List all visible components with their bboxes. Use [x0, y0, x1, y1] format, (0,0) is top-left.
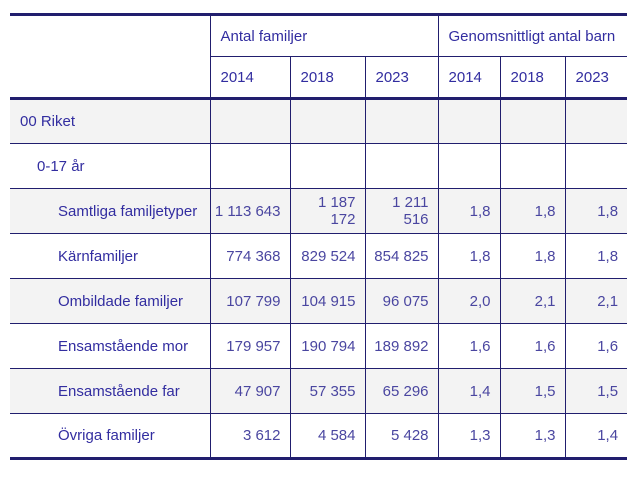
value-cell: 1,4 — [564, 413, 628, 459]
value-cell: 47 907 — [209, 368, 290, 414]
value-cell: 1,8 — [564, 188, 628, 234]
table-row-karnfamiljer: Kärnfamiljer 774 368 829 524 854 825 1,8… — [10, 233, 628, 279]
value-cell: 1 113 643 — [209, 188, 290, 234]
value-cell: 829 524 — [289, 233, 365, 279]
value-cell — [499, 98, 566, 144]
row-label: Samtliga familjetyper — [10, 188, 210, 234]
row-label: Ombildade familjer — [10, 278, 210, 324]
value-cell: 65 296 — [364, 368, 439, 414]
table-row-ovriga-familjer: Övriga familjer 3 612 4 584 5 428 1,3 1,… — [10, 413, 628, 459]
row-label: Övriga familjer — [10, 413, 210, 459]
value-cell: 57 355 — [289, 368, 365, 414]
table-row-riket: 00 Riket — [10, 98, 628, 144]
value-cell — [564, 143, 628, 189]
row-label: Ensamstående mor — [10, 323, 210, 369]
table-row-ombildade-familjer: Ombildade familjer 107 799 104 915 96 07… — [10, 278, 628, 324]
value-cell — [209, 98, 290, 144]
col-group-antal-familjer: Antal familjer — [209, 14, 439, 57]
value-cell: 1,8 — [564, 233, 628, 279]
value-cell — [364, 143, 439, 189]
value-cell: 1,3 — [437, 413, 501, 459]
value-cell: 179 957 — [209, 323, 290, 369]
value-cell: 189 892 — [364, 323, 439, 369]
value-cell: 1,5 — [499, 368, 566, 414]
value-cell: 1,8 — [499, 188, 566, 234]
year-header-children-2023: 2023 — [564, 56, 628, 100]
value-cell: 96 075 — [364, 278, 439, 324]
table-row-ensamstaende-far: Ensamstående far 47 907 57 355 65 296 1,… — [10, 368, 628, 414]
value-cell: 1,6 — [499, 323, 566, 369]
value-cell — [209, 143, 290, 189]
value-cell: 1 211 516 — [364, 188, 439, 234]
value-cell: 854 825 — [364, 233, 439, 279]
value-cell: 1,8 — [437, 188, 501, 234]
value-cell: 1,6 — [437, 323, 501, 369]
value-cell: 3 612 — [209, 413, 290, 459]
row-label: 00 Riket — [20, 113, 76, 130]
value-cell: 1,8 — [499, 233, 566, 279]
value-cell — [437, 143, 501, 189]
value-cell: 104 915 — [289, 278, 365, 324]
row-label: 0-17 år — [10, 143, 210, 189]
value-cell — [499, 143, 566, 189]
value-cell: 5 428 — [364, 413, 439, 459]
value-cell — [364, 98, 439, 144]
row-label: Ensamstående far — [10, 368, 210, 414]
table-row-ensamstaende-mor: Ensamstående mor 179 957 190 794 189 892… — [10, 323, 628, 369]
header-group-row: Antal familjer Genomsnittligt antal barn — [10, 14, 628, 100]
year-header-families-2023: 2023 — [364, 56, 439, 100]
stub-header-cell — [10, 14, 210, 100]
value-cell — [289, 143, 365, 189]
table-row-age-group: 0-17 år — [10, 143, 628, 189]
row-label: Kärnfamiljer — [10, 233, 210, 279]
value-cell — [564, 98, 628, 144]
year-header-families-2014: 2014 — [209, 56, 290, 100]
col-group-genomsnittligt-antal-barn: Genomsnittligt antal barn — [437, 14, 628, 57]
value-cell: 4 584 — [289, 413, 365, 459]
table-row-samtliga-familjetyper: Samtliga familjetyper 1 113 643 1 187 17… — [10, 188, 628, 234]
value-cell: 1,8 — [437, 233, 501, 279]
value-cell: 1,4 — [437, 368, 501, 414]
value-cell: 2,1 — [564, 278, 628, 324]
year-header-children-2018: 2018 — [499, 56, 566, 100]
value-cell: 2,1 — [499, 278, 566, 324]
value-cell — [289, 98, 365, 144]
statistics-table-container: Antal familjer Genomsnittligt antal barn… — [10, 13, 628, 460]
value-cell: 1 187 172 — [289, 188, 365, 234]
value-cell: 1,3 — [499, 413, 566, 459]
header-year-row: 2014 2018 2023 2014 2018 2023 — [10, 56, 628, 100]
value-cell: 774 368 — [209, 233, 290, 279]
value-cell: 1,6 — [564, 323, 628, 369]
value-cell: 107 799 — [209, 278, 290, 324]
family-statistics-table: Antal familjer Genomsnittligt antal barn… — [10, 13, 628, 460]
value-cell: 190 794 — [289, 323, 365, 369]
value-cell: 1,5 — [564, 368, 628, 414]
value-cell: 2,0 — [437, 278, 501, 324]
year-header-families-2018: 2018 — [289, 56, 365, 100]
year-header-children-2014: 2014 — [437, 56, 501, 100]
value-cell — [437, 98, 501, 144]
